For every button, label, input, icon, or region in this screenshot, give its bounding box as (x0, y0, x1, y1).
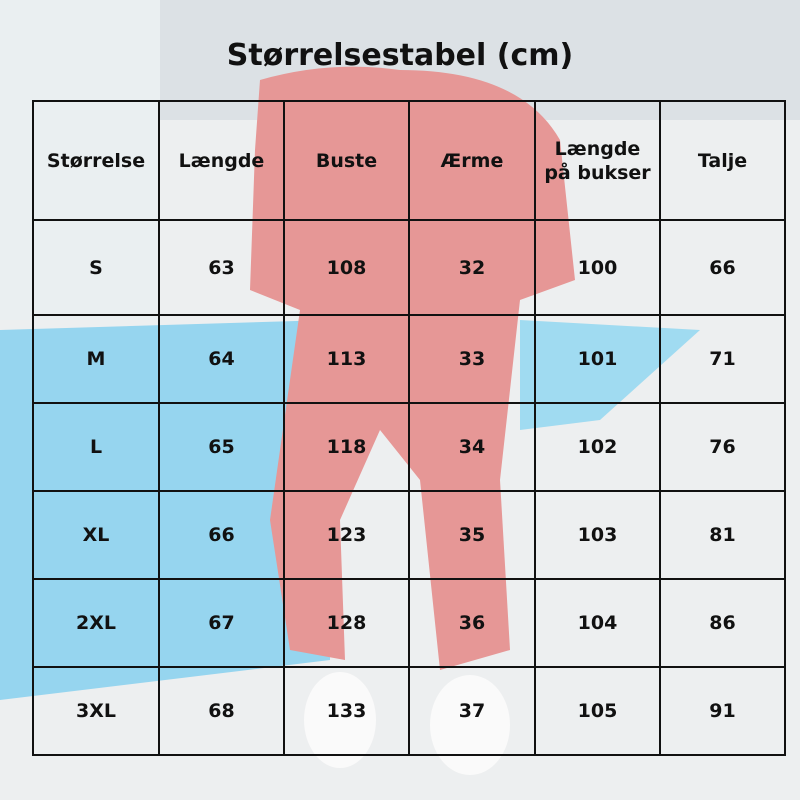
header-cell: Talje (659, 100, 786, 221)
value-cell: 66 (659, 219, 786, 316)
value-cell: 65 (158, 402, 285, 492)
value-cell: 64 (158, 314, 285, 404)
size-cell: 3XL (32, 666, 160, 756)
value-cell: 33 (408, 314, 536, 404)
value-cell: 32 (408, 219, 536, 316)
value-cell: 101 (534, 314, 661, 404)
value-cell: 128 (283, 578, 410, 668)
value-cell: 86 (659, 578, 786, 668)
value-cell: 71 (659, 314, 786, 404)
size-table: Størrelse Længde Buste Ærme Længde på bukser… (32, 100, 786, 756)
value-cell: 108 (283, 219, 410, 316)
header-cell: Længde på bukser (534, 100, 661, 221)
size-cell: S (32, 219, 160, 316)
table-row: 3XL 68 133 37 105 91 (32, 666, 786, 756)
value-cell: 133 (283, 666, 410, 756)
table-row: M 64 113 33 101 71 (32, 314, 786, 404)
value-cell: 63 (158, 219, 285, 316)
header-cell: Størrelse (32, 100, 160, 221)
value-cell: 81 (659, 490, 786, 580)
size-cell: 2XL (32, 578, 160, 668)
header-cell: Ærme (408, 100, 536, 221)
header-row: Størrelse Længde Buste Ærme Længde på bukser… (32, 100, 786, 221)
value-cell: 104 (534, 578, 661, 668)
value-cell: 35 (408, 490, 536, 580)
value-cell: 103 (534, 490, 661, 580)
value-cell: 76 (659, 402, 786, 492)
value-cell: 34 (408, 402, 536, 492)
value-cell: 105 (534, 666, 661, 756)
title: Størrelsestabel (cm) (226, 38, 574, 73)
header-cell: Buste (283, 100, 410, 221)
value-cell: 36 (408, 578, 536, 668)
table-row: S 63 108 32 100 66 (32, 219, 786, 316)
value-cell: 37 (408, 666, 536, 756)
value-cell: 67 (158, 578, 285, 668)
value-cell: 91 (659, 666, 786, 756)
value-cell: 100 (534, 219, 661, 316)
value-cell: 118 (283, 402, 410, 492)
value-cell: 113 (283, 314, 410, 404)
value-cell: 68 (158, 666, 285, 756)
size-cell: L (32, 402, 160, 492)
value-cell: 123 (283, 490, 410, 580)
value-cell: 66 (158, 490, 285, 580)
size-cell: M (32, 314, 160, 404)
table-row: L 65 118 34 102 76 (32, 402, 786, 492)
value-cell: 102 (534, 402, 661, 492)
table-row: 2XL 67 128 36 104 86 (32, 578, 786, 668)
header-cell: Længde (158, 100, 285, 221)
size-cell: XL (32, 490, 160, 580)
table-row: XL 66 123 35 103 81 (32, 490, 786, 580)
